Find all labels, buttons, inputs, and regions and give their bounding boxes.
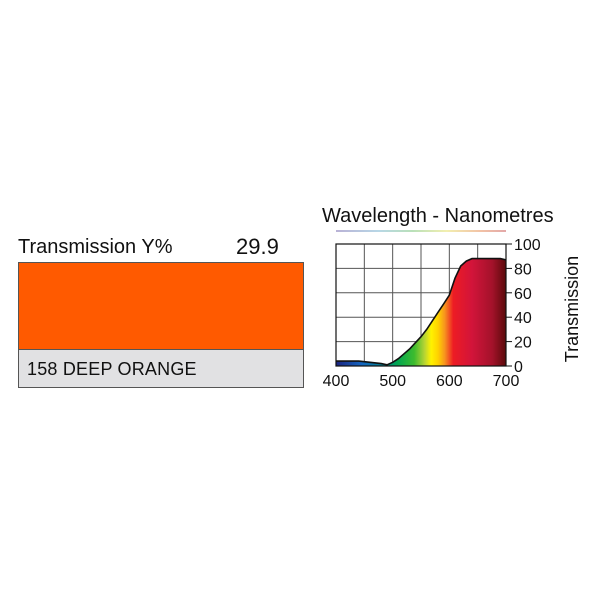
x-tick-label: 500 bbox=[379, 373, 406, 390]
filter-name: 158 DEEP ORANGE bbox=[18, 350, 304, 388]
transmission-value: 29.9 bbox=[236, 234, 279, 259]
transmission-curve bbox=[336, 257, 507, 366]
y-tick-labels: 0 20 40 60 80 100 bbox=[506, 237, 541, 376]
x-tick-labels: 400 500 600 700 bbox=[323, 373, 520, 390]
color-swatch bbox=[18, 262, 304, 350]
y-tick-label: 100 bbox=[514, 237, 541, 254]
y-tick-label: 20 bbox=[514, 335, 532, 352]
y-tick-label: 0 bbox=[514, 359, 523, 376]
chart-title: Wavelength - Nanometres bbox=[322, 205, 554, 227]
y-axis-label: Transmission bbox=[562, 256, 582, 362]
y-tick-label: 80 bbox=[514, 261, 532, 278]
x-tick-label: 600 bbox=[436, 373, 463, 390]
transmission-label: Transmission Y% bbox=[18, 236, 173, 258]
x-tick-label: 400 bbox=[323, 373, 350, 390]
y-tick-label: 60 bbox=[514, 286, 532, 303]
y-tick-label: 40 bbox=[514, 310, 532, 327]
plot-frame bbox=[335, 243, 507, 367]
x-tick-label: 700 bbox=[493, 373, 520, 390]
transmission-area bbox=[336, 258, 506, 366]
spectrum-strip bbox=[336, 230, 506, 232]
transmission-chart: 400 500 600 700 0 20 40 60 80 100 Transmission bbox=[323, 237, 582, 390]
